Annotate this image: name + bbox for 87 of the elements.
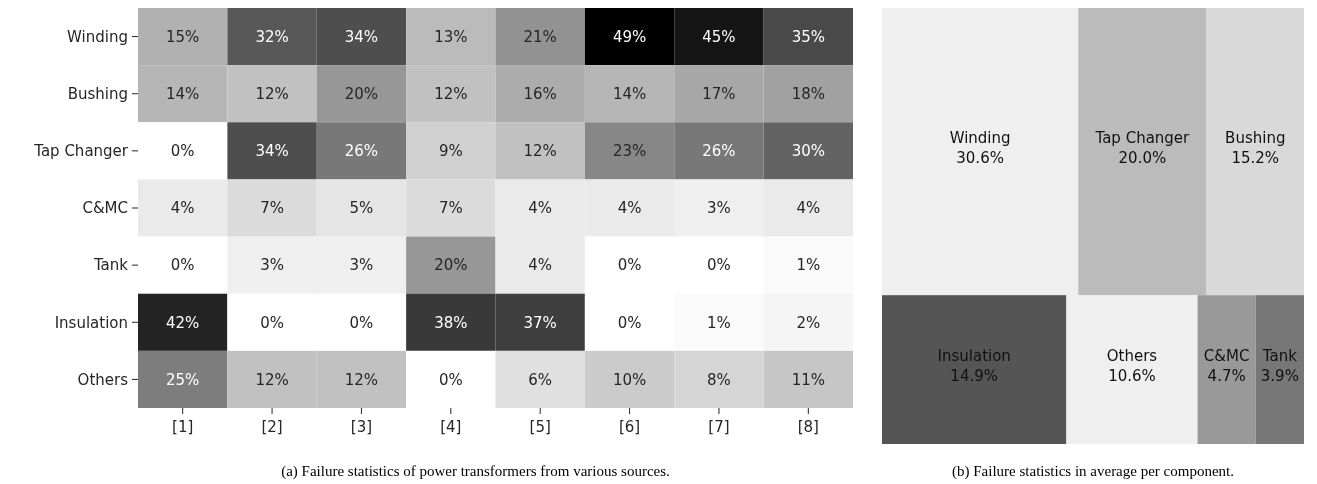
data-label: 12% [434, 84, 468, 103]
data-label: 17% [702, 84, 736, 103]
data-label: 10% [612, 370, 647, 389]
data-label: 7% [260, 199, 284, 218]
x-tick-label: [5] [529, 418, 551, 436]
data-label: 2% [796, 313, 821, 332]
y-tick-label: Tank [92, 256, 129, 275]
x-tick-label: [4] [440, 418, 462, 436]
category-label: Bushing [1225, 128, 1286, 147]
data-label: 0% [260, 313, 284, 332]
data-label: 4% [528, 256, 553, 275]
x-tick-label: [2] [261, 418, 283, 436]
data-label: 20% [344, 84, 379, 103]
y-tick-label: C&MC [82, 199, 128, 218]
y-tick-label: Insulation [54, 313, 128, 332]
data-label: 11% [791, 370, 825, 389]
data-label: 21% [523, 27, 557, 46]
y-tick-label: Bushing [67, 84, 128, 103]
data-label: 3% [707, 199, 731, 218]
data-label: 30.6% [956, 148, 1004, 167]
data-label: 4.7% [1207, 366, 1246, 385]
y-tick-label: Winding [67, 27, 128, 46]
data-label: 25% [166, 370, 200, 389]
y-tick-label: Tap Changer [33, 142, 129, 161]
text: (b) Failure statistics in average per component. [952, 463, 1234, 480]
y-tick-label: Others [77, 370, 129, 389]
data-label: 35% [791, 27, 825, 46]
data-label: 26% [344, 142, 379, 161]
data-label: 0% [617, 313, 642, 332]
data-label: 38% [434, 313, 468, 332]
text: (a) Failure statistics of power transformers from various sources. [281, 463, 670, 480]
data-label: 1% [707, 313, 731, 332]
data-label: 3% [260, 256, 284, 275]
data-label: 0% [707, 256, 731, 275]
data-label: 34% [344, 27, 379, 46]
data-label: 0% [170, 256, 195, 275]
x-tick-label: [3] [350, 418, 373, 436]
data-label: 14% [166, 84, 200, 103]
data-label: 0% [438, 370, 463, 389]
data-label: 20.0% [1118, 148, 1167, 167]
category-label: Tap Changer [1094, 128, 1191, 147]
data-label: 4% [528, 199, 553, 218]
data-label: 0% [170, 142, 195, 161]
data-label: 0% [617, 256, 642, 275]
data-label: 5% [349, 199, 374, 218]
data-label: 12% [344, 370, 379, 389]
data-label: 9% [438, 142, 463, 161]
data-label: 6% [528, 370, 553, 389]
data-label: 4% [796, 199, 821, 218]
data-label: 3% [349, 256, 374, 275]
category-label: Insulation [937, 346, 1011, 365]
data-label: 4% [170, 199, 195, 218]
data-label: 32% [255, 27, 289, 46]
data-label: 42% [166, 313, 200, 332]
data-label: 12% [255, 370, 289, 389]
data-label: 18% [791, 84, 825, 103]
category-label: Winding [949, 128, 1011, 147]
x-tick-label: [1] [172, 418, 194, 436]
x-tick-label: [6] [618, 418, 641, 436]
data-label: 0% [349, 313, 374, 332]
x-tick-label: [7] [708, 418, 730, 436]
data-label: 49% [612, 27, 647, 46]
data-label: 23% [612, 142, 647, 161]
data-label: 14% [612, 84, 647, 103]
data-label: 4% [617, 199, 642, 218]
x-tick-label: [8] [797, 418, 819, 436]
data-label: 13% [434, 27, 468, 46]
category-label: C&MC [1203, 346, 1250, 365]
data-label: 8% [707, 370, 731, 389]
data-label: 12% [523, 142, 557, 161]
data-label: 45% [702, 27, 736, 46]
data-label: 16% [523, 84, 557, 103]
data-label: 14.9% [950, 366, 999, 385]
data-label: 1% [796, 256, 821, 275]
data-label: 15.2% [1231, 148, 1280, 167]
data-label: 3.9% [1260, 366, 1299, 385]
category-label: Tank [1261, 346, 1298, 365]
data-label: 15% [166, 27, 200, 46]
data-label: 12% [255, 84, 289, 103]
data-label: 26% [702, 142, 736, 161]
data-label: 20% [434, 256, 468, 275]
category-label: Others [1106, 346, 1158, 365]
data-label: 34% [255, 142, 289, 161]
data-label: 30% [791, 142, 825, 161]
data-label: 10.6% [1108, 366, 1156, 385]
data-label: 7% [438, 199, 463, 218]
data-label: 37% [523, 313, 557, 332]
